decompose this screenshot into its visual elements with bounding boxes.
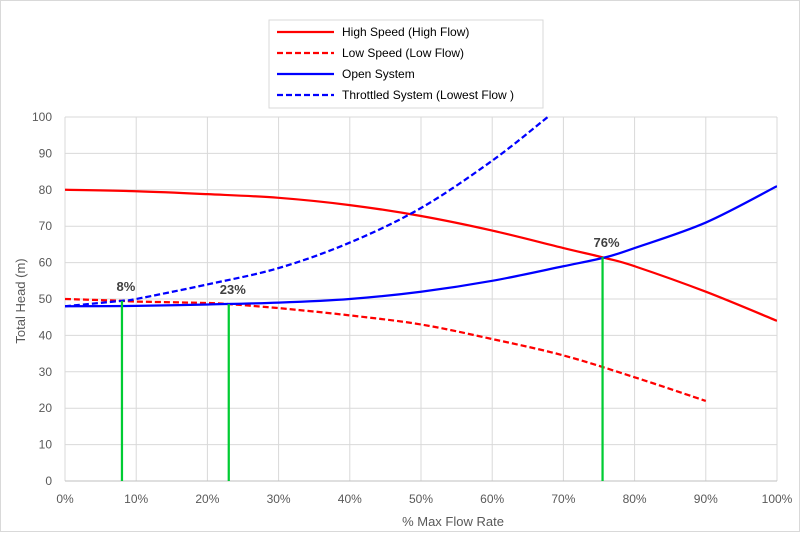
series-line-3 [65,185,777,308]
y-tick-label: 80 [39,183,53,197]
series-line-1 [65,188,777,322]
series-line-4 [65,116,549,308]
x-tick-label: 70% [551,492,575,506]
marker-label-1: 8% [117,279,136,294]
x-tick-label: 0% [56,492,74,506]
y-tick-label: 60 [39,256,53,270]
x-tick-label: 80% [623,492,647,506]
y-tick-label: 50 [39,292,53,306]
marker-label-2: 23% [220,282,246,297]
series-line-2 [65,297,707,402]
legend-label-2: Low Speed (Low Flow) [342,46,464,60]
x-tick-label: 60% [480,492,504,506]
y-tick-label: 10 [39,438,53,452]
x-tick-label: 50% [409,492,433,506]
legend-label-4: Throttled System (Lowest Flow ) [342,88,514,102]
x-tick-label: 30% [267,492,291,506]
y-tick-label: 20 [39,401,53,415]
x-tick-label: 20% [195,492,219,506]
x-tick-label: 90% [694,492,718,506]
y-axis-title: Total Head (m) [13,258,28,343]
marker-label-3: 76% [594,235,620,250]
legend-box [268,19,544,109]
y-tick-label: 100 [32,110,52,124]
x-tick-label: 10% [124,492,148,506]
y-tick-label: 70 [39,219,53,233]
legend-label-3: Open System [342,67,415,81]
x-tick-label: 40% [338,492,362,506]
x-axis-title: % Max Flow Rate [402,514,504,529]
y-tick-label: 0 [45,474,52,488]
x-tick-label: 100% [762,492,793,506]
y-tick-label: 90 [39,146,53,160]
legend-label-1: High Speed (High Flow) [342,25,469,39]
y-tick-label: 40 [39,328,53,342]
y-tick-label: 30 [39,365,53,379]
